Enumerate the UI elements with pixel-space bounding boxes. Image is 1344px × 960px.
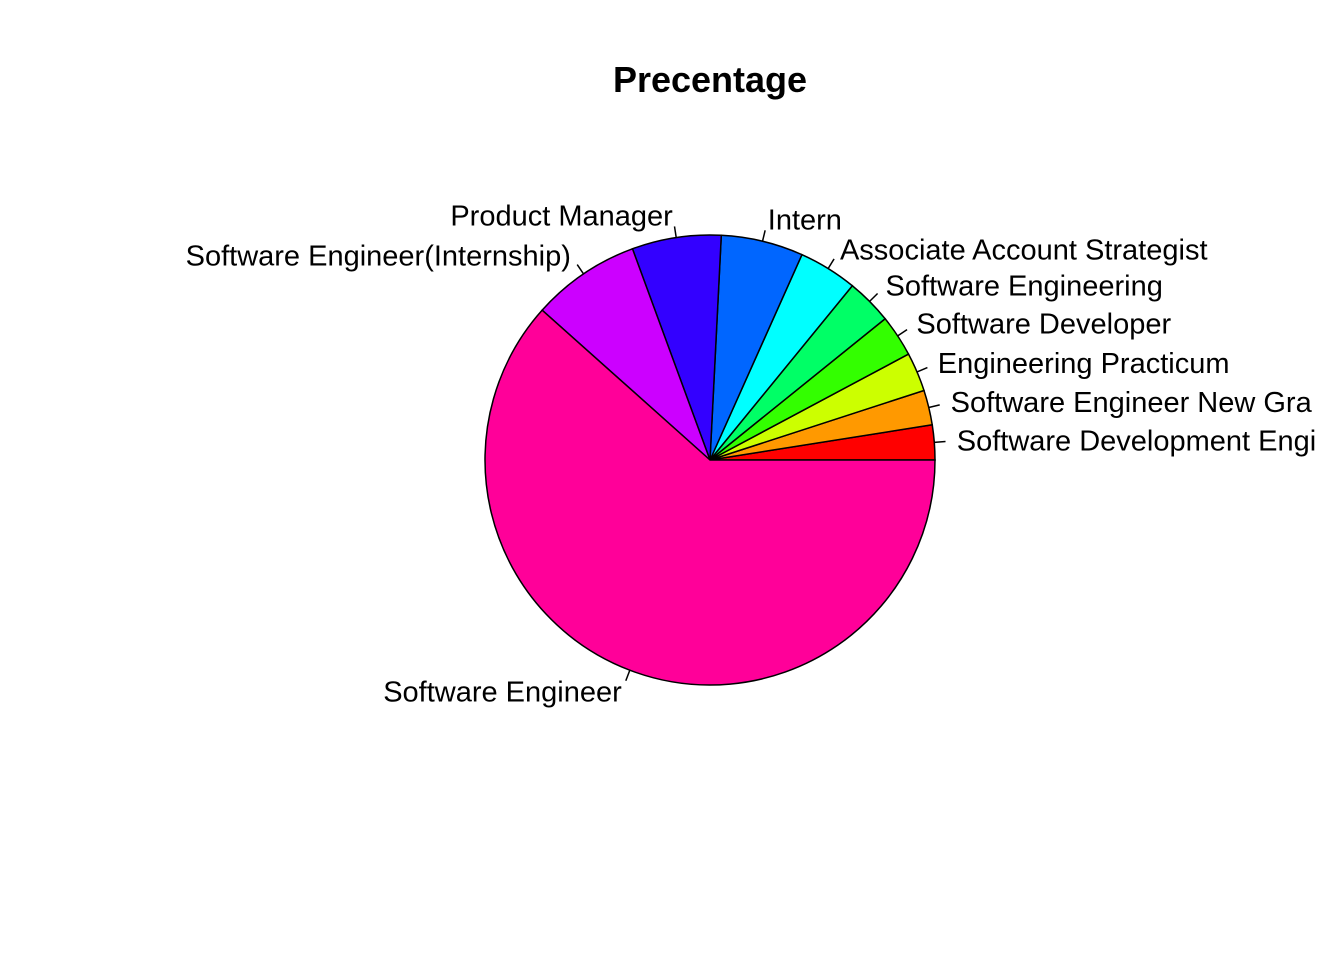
label-leader-line	[827, 258, 835, 269]
slice-label: Software Engineering	[886, 271, 1163, 303]
label-leader-line	[761, 230, 766, 242]
label-leader-line	[916, 366, 928, 373]
pie-slices	[484, 234, 936, 686]
label-leader-line	[576, 264, 585, 275]
label-leader-line	[869, 292, 879, 302]
label-leader-line	[934, 440, 946, 444]
label-leader-line	[897, 329, 908, 337]
slice-label: Intern	[768, 204, 842, 236]
slice-label: Software Engineer	[383, 676, 622, 708]
slice-label: Software Engineer(Internship)	[186, 240, 571, 272]
label-leader-line	[625, 669, 631, 682]
slice-label: Software Developer	[916, 308, 1171, 340]
slice-label: Product Manager	[450, 200, 673, 232]
slice-label: Engineering Practicum	[938, 348, 1230, 380]
pie-slice-software-engineer-internship	[541, 247, 711, 461]
slice-label: Software Development Engi	[957, 426, 1316, 458]
slice-label: Associate Account Strategist	[840, 234, 1208, 266]
chart-title: Precentage	[613, 59, 807, 100]
label-leader-line	[673, 226, 677, 238]
slice-label: Software Engineer New Gra	[951, 387, 1313, 419]
pie-labels: Software Development Engi Software Engine…	[186, 200, 1317, 708]
label-leader-line	[928, 404, 940, 409]
